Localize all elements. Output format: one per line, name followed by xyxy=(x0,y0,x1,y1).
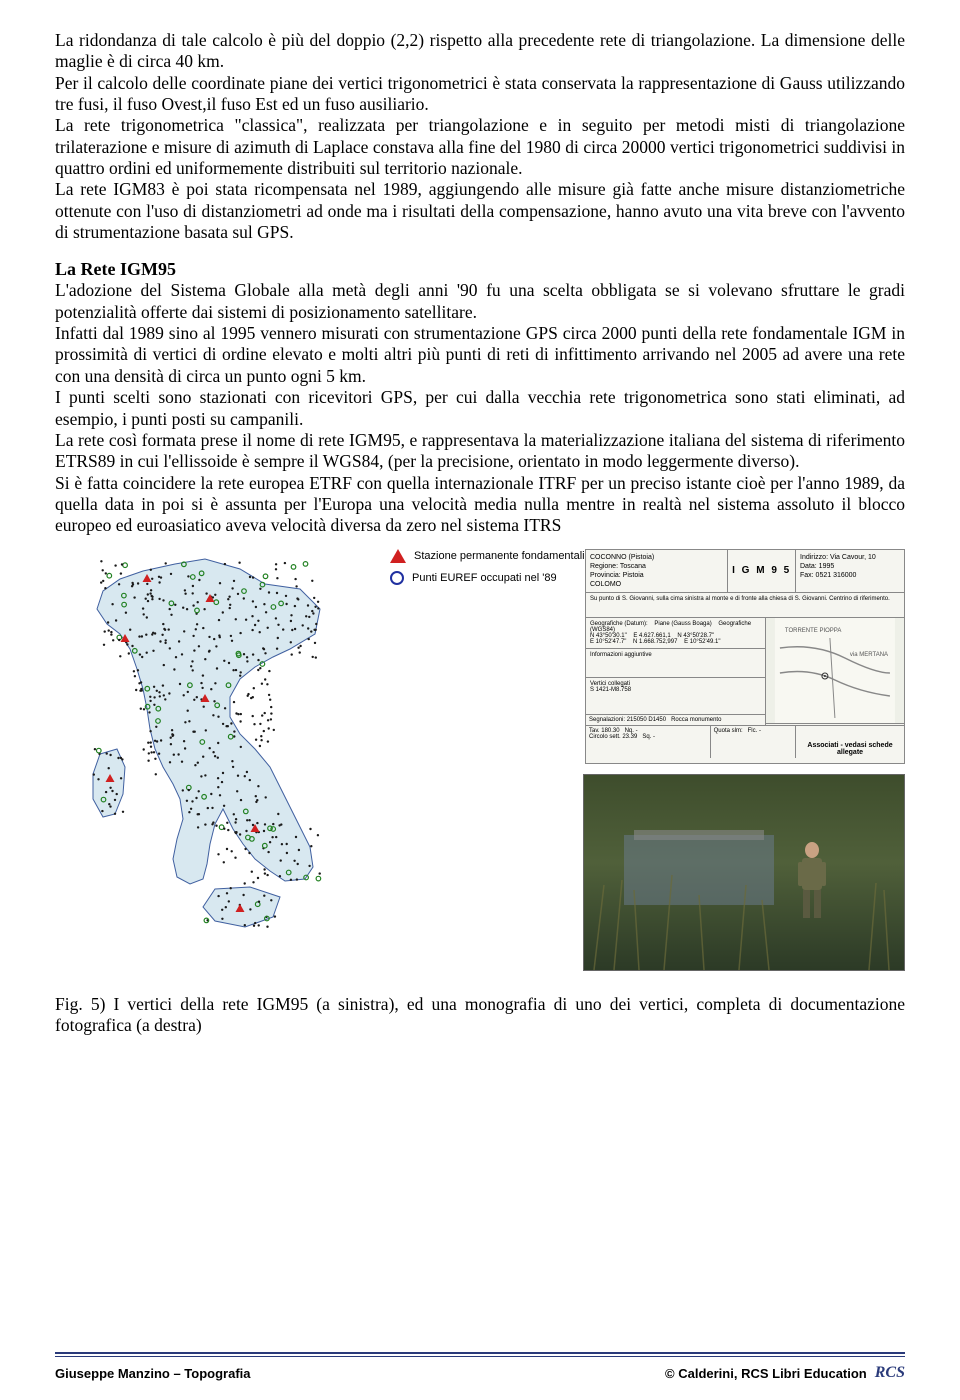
italy-map xyxy=(55,549,365,954)
rcs-logo-icon: RCS xyxy=(875,1364,905,1382)
figure-caption: Fig. 5) I vertici della rete IGM95 (a si… xyxy=(55,994,905,1037)
ds-loc1: COCONNO (Pistoia) xyxy=(590,553,723,562)
paragraph-3: La rete trigonometrica "classica", reali… xyxy=(55,115,905,179)
paragraph-2: Per il calcolo delle coordinate piane de… xyxy=(55,73,905,116)
paragraph-6: Infatti dal 1989 sino al 1995 vennero mi… xyxy=(55,323,905,387)
figure-5: Stazione permanente fondamentali VLBI, S… xyxy=(55,549,905,969)
paragraph-5: L'adozione del Sistema Globale alla metà… xyxy=(55,280,905,323)
site-photo xyxy=(583,774,905,971)
page-footer: Giuseppe Manzino – Topografia © Calderin… xyxy=(0,1352,960,1382)
triangle-icon xyxy=(390,549,406,563)
paragraph-7: I punti scelti sono stazionati con ricev… xyxy=(55,387,905,430)
footer-author: Giuseppe Manzino – Topografia xyxy=(55,1366,251,1381)
ds-title: I G M 9 5 xyxy=(728,550,796,592)
section-heading: La Rete IGM95 xyxy=(55,259,905,280)
ds-footer-note: Associati - vedasi schede allegate xyxy=(796,726,904,758)
datasheet-card: COCONNO (Pistoia) Regione: Toscana Provi… xyxy=(585,549,905,764)
svg-text:TORRENTE PIOPPA: TORRENTE PIOPPA xyxy=(785,628,841,634)
circle-icon xyxy=(390,571,404,585)
paragraph-8: La rete così formata prese il nome di re… xyxy=(55,430,905,473)
legend-label-2: Punti EUREF occupati nel '89 xyxy=(412,572,557,584)
footer-copyright: © Calderini, RCS Libri Education xyxy=(665,1366,867,1381)
paragraph-9: Si è fatta coincidere la rete europea ET… xyxy=(55,473,905,537)
map-svg xyxy=(55,549,365,949)
paragraph-4: La rete IGM83 è poi stata ricompensata n… xyxy=(55,179,905,243)
svg-text:via MERTANA: via MERTANA xyxy=(850,652,888,658)
figure-right-column: Stazione permanente fondamentali VLBI, S… xyxy=(390,549,905,593)
paragraph-1: La ridondanza di tale calcolo è più del … xyxy=(55,30,905,73)
ds-loc2: COLOMO xyxy=(590,580,723,589)
